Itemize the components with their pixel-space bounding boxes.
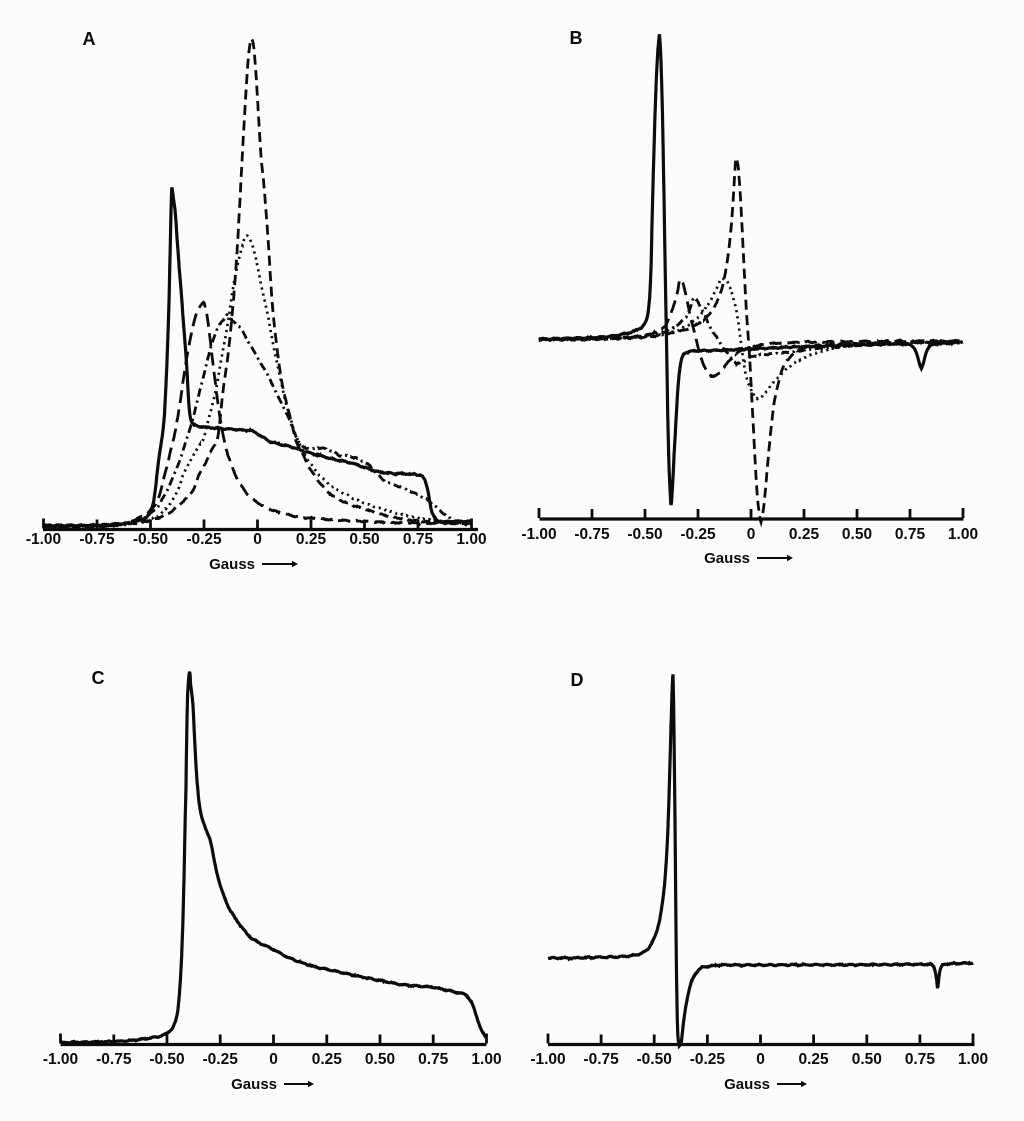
svg-text:C: C [92, 668, 105, 688]
svg-text:-0.50: -0.50 [637, 1051, 672, 1068]
svg-text:A: A [83, 29, 96, 49]
svg-text:1.00: 1.00 [948, 526, 978, 543]
svg-text:0: 0 [747, 526, 756, 543]
svg-text:-0.50: -0.50 [627, 526, 662, 543]
svg-text:-0.50: -0.50 [133, 531, 168, 548]
svg-text:-0.25: -0.25 [186, 531, 222, 548]
svg-text:1.00: 1.00 [456, 531, 486, 548]
svg-text:Gauss: Gauss [209, 556, 255, 573]
svg-text:Gauss: Gauss [231, 1076, 277, 1093]
svg-text:0: 0 [756, 1051, 765, 1068]
svg-text:-1.00: -1.00 [530, 1051, 565, 1068]
svg-text:Gauss: Gauss [704, 550, 750, 567]
svg-text:0.50: 0.50 [842, 526, 872, 543]
svg-text:0.75: 0.75 [905, 1051, 936, 1068]
svg-text:-0.50: -0.50 [149, 1051, 184, 1068]
svg-text:-1.00: -1.00 [26, 531, 61, 548]
svg-text:0: 0 [269, 1051, 278, 1068]
svg-text:0.75: 0.75 [403, 531, 434, 548]
svg-text:-0.25: -0.25 [203, 1051, 239, 1068]
svg-text:-0.75: -0.75 [574, 526, 610, 543]
svg-text:0.75: 0.75 [895, 526, 926, 543]
svg-text:0.75: 0.75 [418, 1051, 449, 1068]
svg-text:-1.00: -1.00 [43, 1051, 78, 1068]
svg-text:0.25: 0.25 [312, 1051, 343, 1068]
svg-text:0.50: 0.50 [349, 531, 379, 548]
svg-text:-0.75: -0.75 [96, 1051, 132, 1068]
svg-text:B: B [570, 28, 583, 48]
svg-text:-0.75: -0.75 [583, 1051, 619, 1068]
svg-text:0.25: 0.25 [789, 526, 820, 543]
svg-text:D: D [571, 670, 584, 690]
svg-text:0.25: 0.25 [799, 1051, 830, 1068]
svg-text:-1.00: -1.00 [521, 526, 556, 543]
svg-text:0.50: 0.50 [852, 1051, 882, 1068]
svg-text:1.00: 1.00 [471, 1051, 501, 1068]
svg-text:-0.25: -0.25 [680, 526, 716, 543]
svg-text:-0.75: -0.75 [79, 531, 115, 548]
svg-text:1.00: 1.00 [958, 1051, 988, 1068]
svg-text:Gauss: Gauss [724, 1076, 770, 1093]
svg-text:0.25: 0.25 [296, 531, 327, 548]
svg-text:-0.25: -0.25 [690, 1051, 726, 1068]
svg-text:0.50: 0.50 [365, 1051, 395, 1068]
svg-text:0: 0 [253, 531, 262, 548]
